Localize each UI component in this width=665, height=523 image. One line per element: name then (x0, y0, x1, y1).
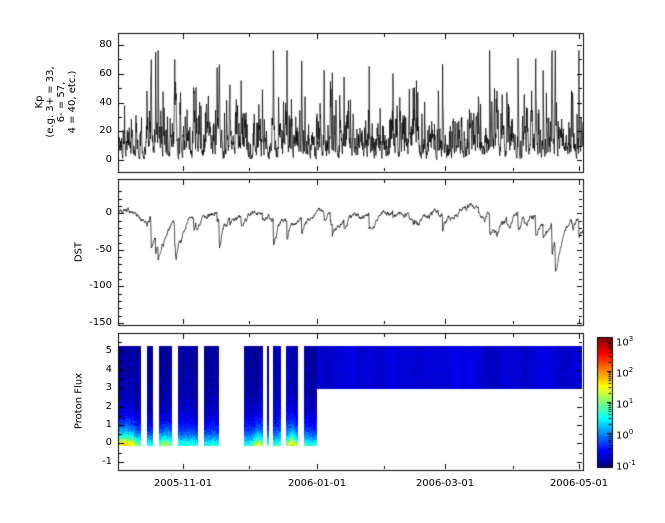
y-tick-label-proton_flux: 5 (105, 345, 112, 356)
y-tick-label-proton_flux: 0 (105, 437, 112, 448)
y-tick-label-proton_flux: 4 (105, 364, 112, 375)
colorbar-tick-label: 10-1 (616, 459, 636, 473)
colorbar-tick-label: 101 (616, 397, 634, 411)
y-tick-label-kp_index: 40 (99, 97, 112, 108)
y-tick-label-kp_index: 80 (99, 39, 112, 50)
colorbar-tick-label: 100 (616, 428, 634, 442)
x-tick-label: 2006-05-01 (549, 478, 609, 489)
y-tick-label-proton_flux: -1 (102, 456, 112, 467)
y-tick-label-dst_index: -150 (89, 317, 112, 328)
y-tick-label-dst_index: -50 (95, 244, 112, 255)
y-tick-label-proton_flux: 3 (105, 382, 112, 393)
y-tick-label-kp_index: 60 (99, 68, 112, 79)
y-tick-label-proton_flux: 2 (105, 401, 112, 412)
colorbar-tick-label: 103 (616, 335, 634, 349)
y-tick-label-proton_flux: 1 (105, 419, 112, 430)
x-tick-label: 2006-03-01 (415, 478, 475, 489)
x-tick-label: 2005-11-01 (153, 478, 213, 489)
y-tick-label-dst_index: -100 (89, 280, 112, 291)
y-tick-label-dst_index: 0 (105, 207, 112, 218)
y-axis-label-kp: Kp (e.g. 3+ = 33, 6- = 57, 4 = 40, etc.) (34, 66, 78, 138)
y-tick-label-kp_index: 0 (105, 154, 112, 165)
colorbar-tick-label: 102 (616, 366, 634, 380)
y-tick-label-kp_index: 20 (99, 125, 112, 136)
x-tick-label: 2006-01-01 (287, 478, 347, 489)
